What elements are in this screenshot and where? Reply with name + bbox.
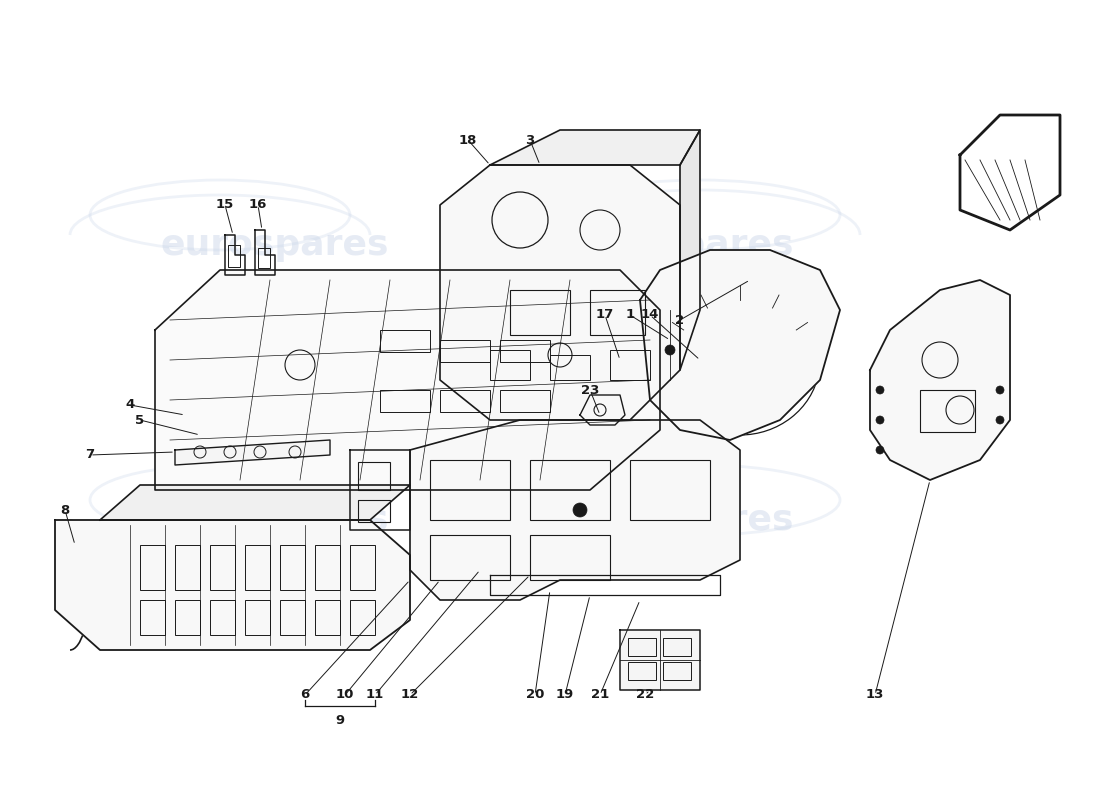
Text: 10: 10 <box>336 689 354 702</box>
Bar <box>228 245 240 267</box>
Bar <box>530 535 610 580</box>
Bar <box>245 545 270 590</box>
Bar <box>628 662 656 680</box>
Text: 19: 19 <box>556 689 574 702</box>
Bar <box>140 600 165 635</box>
Polygon shape <box>640 250 840 440</box>
Circle shape <box>876 446 884 454</box>
Bar <box>610 350 650 380</box>
Bar <box>140 545 165 590</box>
Bar <box>280 600 305 635</box>
Bar <box>210 600 235 635</box>
Bar <box>258 248 270 268</box>
Text: eurospares: eurospares <box>565 228 794 262</box>
Circle shape <box>996 416 1004 424</box>
Text: 11: 11 <box>366 689 384 702</box>
Text: 8: 8 <box>60 503 69 517</box>
Text: 18: 18 <box>459 134 477 146</box>
Bar <box>379 330 430 352</box>
Text: 9: 9 <box>336 714 344 726</box>
Bar <box>630 460 710 520</box>
Bar <box>350 545 375 590</box>
Bar <box>210 545 235 590</box>
Circle shape <box>876 386 884 394</box>
Text: 23: 23 <box>581 383 600 397</box>
Polygon shape <box>620 630 700 690</box>
Bar <box>490 350 530 380</box>
Bar <box>430 460 510 520</box>
Bar <box>358 462 390 490</box>
Bar <box>500 390 550 412</box>
Bar <box>315 545 340 590</box>
Text: 16: 16 <box>249 198 267 211</box>
Bar <box>500 340 550 362</box>
Bar <box>920 390 975 432</box>
Polygon shape <box>870 280 1010 480</box>
Bar <box>358 500 390 522</box>
Text: 14: 14 <box>641 309 659 322</box>
Text: eurospares: eurospares <box>161 228 389 262</box>
Bar <box>245 600 270 635</box>
Bar <box>350 600 375 635</box>
Text: 17: 17 <box>596 309 614 322</box>
Bar <box>175 600 200 635</box>
Bar <box>590 290 645 335</box>
Circle shape <box>996 386 1004 394</box>
Bar <box>663 638 691 656</box>
Bar <box>663 662 691 680</box>
Bar <box>430 535 510 580</box>
Circle shape <box>876 416 884 424</box>
Polygon shape <box>440 165 680 420</box>
Bar <box>379 390 430 412</box>
Polygon shape <box>55 520 410 650</box>
Text: 1: 1 <box>626 309 635 322</box>
Bar <box>440 390 490 412</box>
Bar <box>440 340 490 362</box>
Bar <box>510 290 570 335</box>
Circle shape <box>573 503 587 517</box>
Bar <box>315 600 340 635</box>
Text: 6: 6 <box>300 689 309 702</box>
Bar <box>530 460 610 520</box>
Polygon shape <box>155 270 660 490</box>
Text: 5: 5 <box>135 414 144 426</box>
Text: 13: 13 <box>866 689 884 702</box>
Polygon shape <box>680 130 700 370</box>
Text: 2: 2 <box>675 314 684 326</box>
Text: 21: 21 <box>591 689 609 702</box>
Bar <box>280 545 305 590</box>
Text: 12: 12 <box>400 689 419 702</box>
Text: 7: 7 <box>86 449 95 462</box>
Circle shape <box>666 345 675 355</box>
Polygon shape <box>175 440 330 465</box>
Text: eurospares: eurospares <box>565 503 794 537</box>
Text: 3: 3 <box>526 134 535 146</box>
Polygon shape <box>490 130 700 165</box>
Text: 20: 20 <box>526 689 544 702</box>
Text: 4: 4 <box>125 398 134 411</box>
Text: 22: 22 <box>636 689 654 702</box>
Polygon shape <box>410 420 740 600</box>
Polygon shape <box>100 485 410 520</box>
Bar <box>550 355 590 380</box>
Bar <box>175 545 200 590</box>
Text: eurospares: eurospares <box>161 503 389 537</box>
Text: 15: 15 <box>216 198 234 211</box>
Bar <box>628 638 656 656</box>
